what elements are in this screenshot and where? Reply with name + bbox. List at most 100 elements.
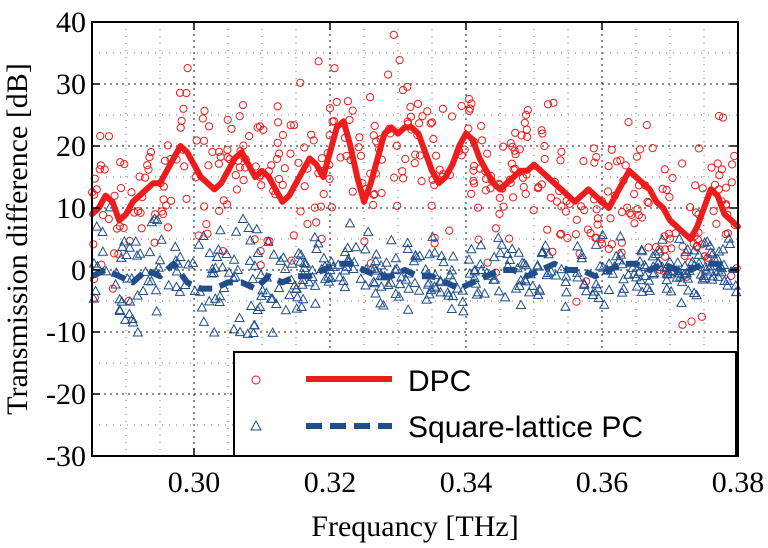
dpc-marker — [617, 208, 627, 217]
dpc-marker — [540, 154, 549, 164]
square-lattice-marker — [679, 260, 691, 270]
dpc-marker — [137, 224, 146, 233]
dpc-marker — [621, 161, 630, 170]
dpc-marker — [296, 78, 305, 87]
y-tick-label: 10 — [56, 192, 86, 225]
dpc-marker — [202, 220, 211, 229]
dpc-marker — [427, 201, 436, 210]
dpc-marker — [278, 130, 287, 140]
dpc-marker — [417, 177, 426, 186]
dpc-marker — [636, 145, 645, 154]
square-lattice-marker — [422, 279, 434, 289]
square-lattice-marker — [248, 327, 259, 338]
dpc-marker — [678, 159, 687, 168]
dpc-marker — [146, 148, 156, 157]
legend-marker-triangle — [250, 419, 262, 431]
dpc-marker — [354, 143, 363, 152]
square-lattice-marker — [724, 238, 736, 249]
dpc-marker — [694, 144, 704, 153]
dpc-marker — [183, 64, 192, 73]
dpc-marker — [239, 141, 248, 150]
dpc-marker — [108, 284, 118, 293]
dpc-marker — [563, 234, 572, 243]
dpc-marker — [235, 163, 244, 172]
square-lattice-marker — [228, 272, 239, 282]
square-lattice-marker — [150, 284, 162, 295]
square-lattice-marker — [385, 277, 397, 287]
dpc-marker — [120, 160, 129, 169]
dpc-marker — [296, 207, 305, 216]
square-lattice-marker — [307, 264, 318, 275]
dpc-marker — [327, 203, 336, 212]
dpc-marker — [215, 206, 224, 215]
square-lattice-marker — [698, 270, 710, 281]
square-lattice-marker — [294, 255, 306, 266]
dpc-marker — [256, 247, 265, 256]
dpc-marker — [691, 181, 700, 190]
dpc-marker — [660, 165, 669, 174]
dpc-marker — [317, 154, 326, 163]
square-lattice-marker — [153, 262, 165, 272]
square-lattice-marker — [647, 268, 659, 279]
square-lattice-marker — [409, 277, 421, 288]
dpc-marker — [309, 136, 318, 145]
dpc-marker — [119, 223, 128, 232]
square-lattice-marker — [623, 269, 634, 279]
square-lattice-marker — [223, 267, 235, 277]
square-lattice-marker — [245, 300, 257, 311]
square-lattice-marker — [590, 239, 602, 249]
dpc-marker — [389, 30, 398, 39]
dpc-marker — [275, 174, 284, 184]
dpc-marker — [477, 121, 486, 131]
square-lattice-marker — [518, 257, 530, 268]
square-lattice-marker — [688, 287, 700, 297]
square-lattice-marker — [230, 226, 242, 236]
y-tick-label: 0 — [71, 254, 86, 287]
square-lattice-marker — [207, 263, 218, 273]
square-lattice-marker — [391, 263, 403, 273]
square-lattice-marker — [360, 279, 371, 290]
square-lattice-marker — [510, 282, 522, 293]
dpc-marker — [110, 191, 119, 200]
dpc-marker — [668, 173, 677, 182]
dpc-marker — [658, 184, 667, 193]
dpc-marker — [644, 198, 653, 208]
square-lattice-marker — [531, 261, 543, 271]
x-tick-label: 0.32 — [304, 466, 357, 499]
square-lattice-marker — [717, 243, 729, 254]
square-lattice-marker — [707, 270, 719, 281]
series-lines — [89, 118, 741, 292]
dpc-marker — [428, 118, 437, 127]
square-lattice-marker — [444, 269, 456, 280]
square-lattice-marker — [244, 234, 256, 245]
square-lattice-marker — [268, 249, 280, 259]
dpc-marker — [499, 142, 508, 151]
dpc-marker — [667, 244, 676, 253]
dpc-marker — [127, 188, 136, 197]
dpc-marker — [280, 164, 289, 173]
dpc-marker — [413, 99, 422, 109]
square-lattice-marker — [267, 293, 278, 303]
dpc-marker — [603, 187, 613, 196]
square-lattice-marker — [163, 279, 175, 290]
dpc-marker — [182, 89, 191, 98]
x-tick-label: 0.38 — [712, 466, 765, 499]
square-lattice-marker — [298, 262, 310, 272]
dpc-marker — [607, 145, 616, 154]
dpc-marker — [604, 162, 613, 171]
square-lattice-marker — [402, 237, 413, 248]
dpc-marker — [430, 233, 439, 243]
dpc-marker — [469, 161, 479, 171]
square-lattice-marker — [597, 229, 608, 240]
square-lattice-marker — [572, 240, 583, 251]
dpc-marker — [223, 153, 232, 162]
square-lattice-marker — [427, 231, 438, 241]
dpc-marker — [104, 214, 113, 224]
square-lattice-marker — [291, 291, 303, 302]
dpc-marker — [300, 143, 309, 152]
dpc-marker — [274, 118, 283, 127]
square-lattice-marker — [496, 239, 508, 249]
dpc-marker — [637, 213, 647, 222]
square-lattice-marker — [348, 263, 359, 274]
square-lattice-marker — [576, 249, 588, 259]
